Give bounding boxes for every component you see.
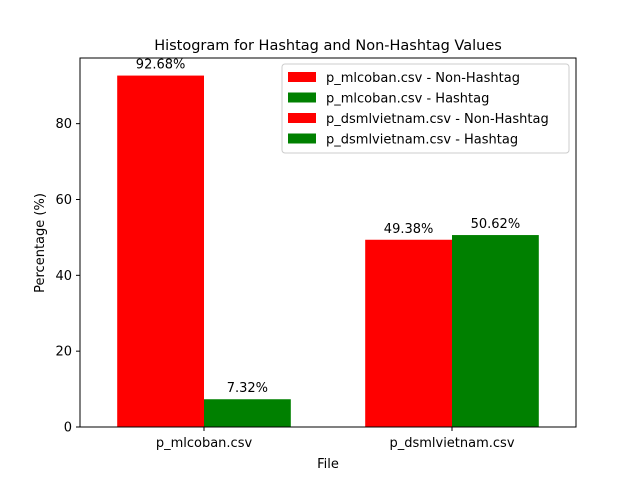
chart-title: Histogram for Hashtag and Non-Hashtag Va…	[154, 38, 502, 54]
y-tick-label: 80	[55, 117, 72, 132]
x-tick-label: p_dsmlvietnam.csv	[389, 436, 514, 451]
bar-2-non-hashtag	[365, 239, 452, 427]
legend-label: p_dsmlvietnam.csv - Hashtag	[326, 133, 518, 148]
bars-group	[117, 75, 539, 428]
bar-value-label: 7.32%	[227, 381, 268, 396]
x-axis: p_mlcoban.csv p_dsmlvietnam.csv	[156, 427, 515, 451]
x-axis-label: File	[317, 457, 339, 472]
bar-value-label: 50.62%	[471, 217, 521, 232]
legend-swatch	[288, 92, 316, 103]
bar-value-label: 49.38%	[384, 222, 434, 237]
legend-swatch	[288, 113, 316, 123]
x-tick-label: p_mlcoban.csv	[156, 436, 253, 451]
y-tick-label: 40	[55, 269, 72, 284]
y-axis: 0 20 40 60 80	[55, 117, 80, 436]
legend-swatch	[288, 72, 316, 82]
legend-box	[281, 63, 570, 154]
bar-2-hashtag	[452, 235, 539, 427]
bar-1-non-hashtag	[117, 75, 204, 428]
y-axis-label: Percentage (%)	[33, 193, 48, 293]
bar-1-hashtag	[204, 399, 291, 427]
legend-label: p_mlcoban.csv - Non-Hashtag	[326, 71, 520, 86]
bar-labels-group: 92.68% 7.32% 49.38% 50.62%	[136, 58, 520, 397]
legend-swatch	[288, 133, 316, 144]
plot-frame	[79, 57, 577, 428]
legend-label: p_mlcoban.csv - Hashtag	[326, 92, 489, 107]
y-tick-label: 60	[55, 193, 72, 208]
legend-label: p_dsmlvietnam.csv - Non-Hashtag	[326, 112, 549, 127]
y-tick-label: 0	[64, 421, 72, 436]
y-tick-label: 20	[55, 345, 72, 360]
bar-value-label: 92.68%	[136, 58, 186, 73]
legend: p_mlcoban.csv - Non-Hashtag p_mlcoban.csv…	[281, 63, 570, 154]
